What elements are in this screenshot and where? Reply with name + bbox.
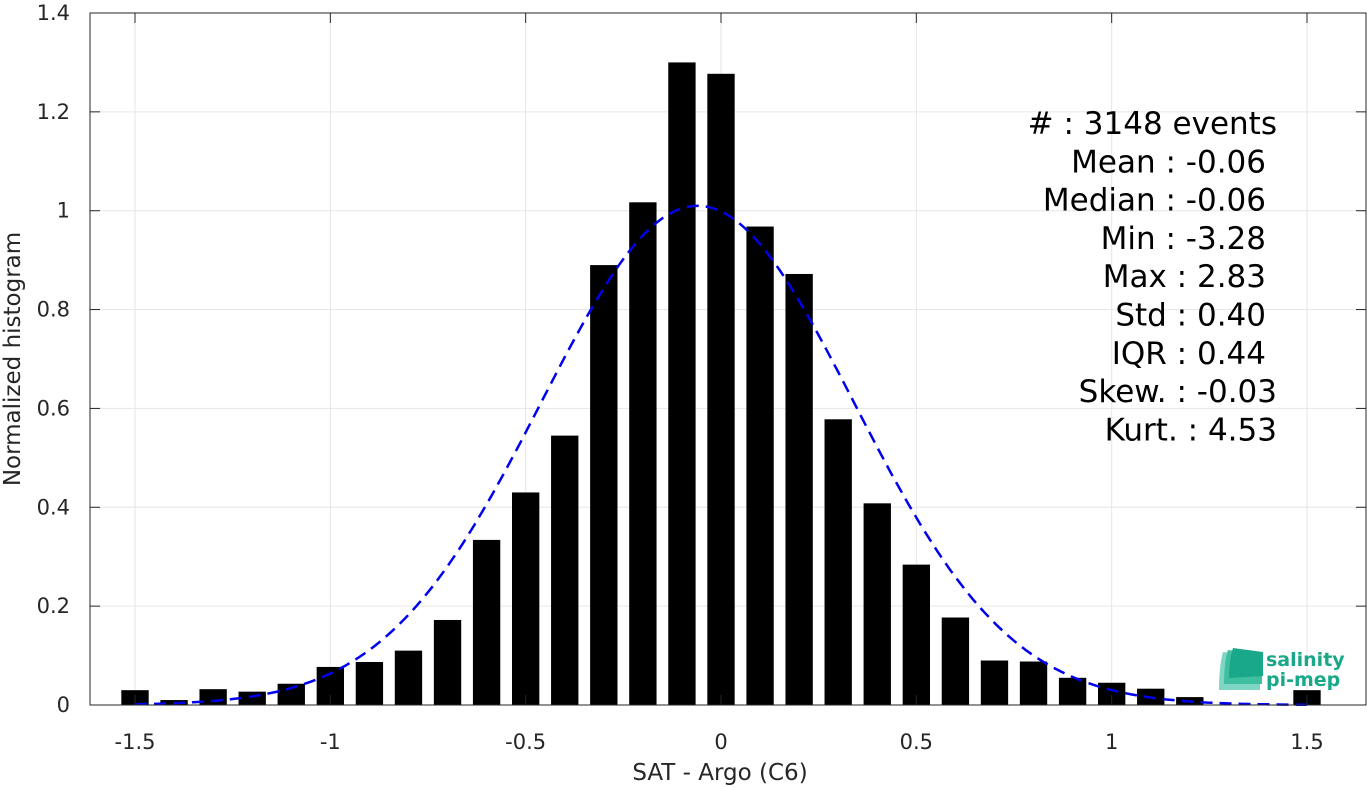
histogram-bar <box>902 564 931 705</box>
histogram-bar <box>1058 677 1087 705</box>
stat-line: Kurt. : 4.53 <box>1105 412 1277 448</box>
y-tick-label: 0.2 <box>37 594 70 618</box>
stat-line: Skew. : -0.03 <box>1079 374 1277 410</box>
histogram-bar <box>277 683 305 705</box>
histogram-bar <box>511 492 540 705</box>
histogram-bar <box>238 691 266 705</box>
histogram-bar <box>941 617 970 705</box>
stat-line: IQR : 0.44 <box>1112 336 1266 372</box>
histogram-bar <box>785 273 813 705</box>
histogram-bar <box>824 419 852 705</box>
histogram-bar <box>668 62 696 705</box>
logo-line-1: salinity <box>1266 649 1345 671</box>
y-tick-label: 0.4 <box>37 495 70 519</box>
histogram-bar <box>394 650 423 705</box>
stat-line: Max : 2.83 <box>1103 259 1266 295</box>
histogram-bar <box>629 202 657 705</box>
x-tick-label: 1 <box>1105 730 1118 754</box>
x-tick-label: -0.5 <box>505 730 546 754</box>
histogram-bars <box>121 62 1321 706</box>
histogram-bar <box>433 619 462 705</box>
stat-line: Median : -0.06 <box>1043 183 1266 219</box>
y-axis-ticks: 0 0.2 0.4 0.6 0.8 1 1.2 1.4 <box>37 1 1366 717</box>
histogram-bar <box>355 661 384 705</box>
plot-frame <box>89 12 1367 706</box>
histogram-bar <box>1097 682 1126 705</box>
histogram-bar <box>980 660 1009 705</box>
histogram-bar <box>472 539 501 705</box>
histogram-bar <box>707 73 735 706</box>
stat-line: Min : -3.28 <box>1101 221 1266 257</box>
histogram-bar <box>551 435 579 705</box>
histogram-bar <box>863 503 891 705</box>
histogram-bar <box>1019 661 1048 705</box>
x-tick-label: 1.5 <box>1290 730 1323 754</box>
y-tick-label: 0 <box>57 693 70 717</box>
y-tick-label: 0.6 <box>37 396 70 420</box>
stat-line: Mean : -0.06 <box>1071 144 1266 180</box>
salinity-pimep-logo: salinity pi-mep <box>1219 648 1345 691</box>
logo-line-2: pi-mep <box>1266 669 1340 691</box>
x-axis-ticks: -1.5 -1 -0.5 0 0.5 1 1.5 <box>115 13 1324 754</box>
histogram-bar <box>746 226 774 705</box>
logo-waves-icon <box>1219 648 1263 690</box>
gaussian-fit-curve <box>134 204 1308 707</box>
y-tick-label: 1.2 <box>37 100 70 124</box>
stat-line: Std : 0.40 <box>1115 298 1266 334</box>
y-tick-label: 1 <box>57 199 70 223</box>
x-tick-label: -1 <box>320 730 341 754</box>
x-tick-label: 0 <box>714 730 727 754</box>
y-tick-label: 1.4 <box>37 1 70 25</box>
x-axis-label: SAT - Argo (C6) <box>632 760 807 786</box>
x-tick-label: 0.5 <box>900 730 933 754</box>
y-tick-label: 0.8 <box>37 298 70 322</box>
y-axis-label: Normalized histogram <box>0 232 26 486</box>
histogram-bar <box>590 265 618 705</box>
x-tick-label: -1.5 <box>115 730 156 754</box>
stat-line: # : 3148 events <box>1028 106 1277 142</box>
